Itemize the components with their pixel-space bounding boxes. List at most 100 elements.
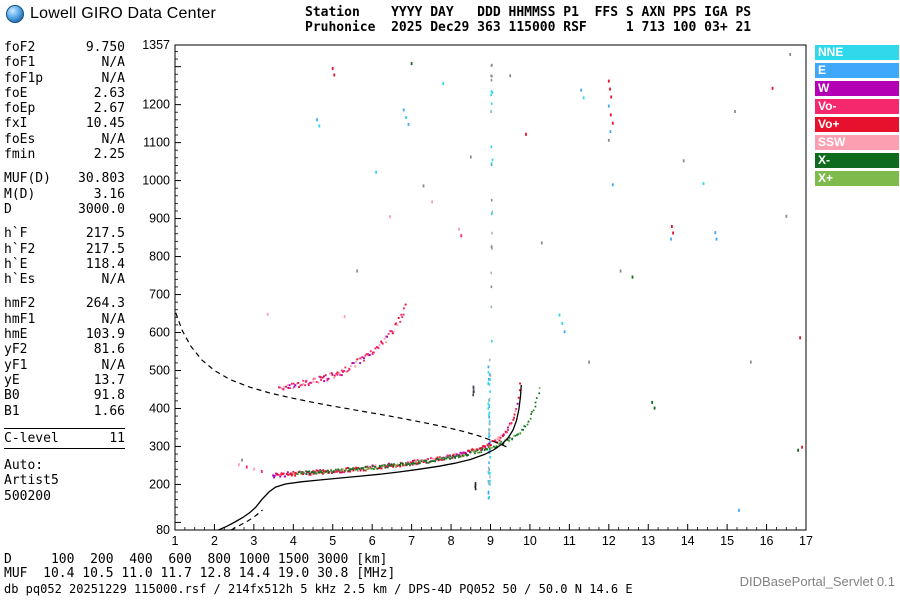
param-value: 91.8 [93,388,125,404]
svg-text:5: 5 [329,534,336,548]
param-value: 30.803 [78,171,125,187]
param-value: 10.45 [85,116,125,132]
param-label: h`Es [4,272,36,288]
param-row-fof2: foF2 9.750 [4,40,125,55]
svg-text:1100: 1100 [143,136,170,150]
muf-table: D 100 200 400 600 800 1000 1500 3000 [km… [4,553,395,581]
svg-text:300: 300 [149,439,170,453]
svg-text:700: 700 [149,288,170,302]
param-row-hme: hmE 103.9 [4,327,125,342]
svg-text:1000: 1000 [142,174,170,188]
param-row-hf2: h`F2 217.5 [4,242,125,257]
param-group: foF2 9.750 foF1 N/A foF1p N/A foE 2.63 foEp 2.67 f… [4,40,125,162]
svg-text:1: 1 [172,534,179,548]
svg-text:600: 600 [149,326,170,340]
svg-text:7: 7 [408,534,415,548]
param-row-ye: yE 13.7 [4,373,125,388]
param-row-d: D 3000.0 [4,202,125,217]
param-label: fmin [4,147,36,163]
param-value: 2.25 [93,147,125,163]
param-label: M(D) [4,186,36,202]
svg-text:200: 200 [149,477,170,491]
param-label: h`F2 [4,241,36,257]
param-label: yE [4,372,20,388]
param-value: 11 [109,430,125,446]
param-row-fxi: fxI 10.45 [4,116,125,131]
param-value: N/A [101,357,125,373]
param-label: fxI [4,116,28,132]
svg-text:9: 9 [487,534,494,548]
station-header-row2: Pruhonice 2025 Dec29 363 115000 RSF 1 71… [305,20,752,35]
param-row-fmin: fmin 2.25 [4,147,125,162]
param-row-clevel: C-level 11 [4,431,125,446]
svg-text:2: 2 [211,534,218,548]
autoscaling-line: Artist5 [4,473,59,489]
param-value: N/A [101,131,125,147]
svg-text:12: 12 [602,534,616,548]
param-value: 3000.0 [78,201,125,217]
param-row-b1: B1 1.66 [4,404,125,419]
param-row-foes: foEs N/A [4,132,125,147]
autoscaling-line: Auto: [4,458,44,474]
param-row-mufd: MUF(D) 30.803 [4,171,125,186]
legend-item-e: E [815,63,899,78]
autoscaling-info: Auto: Artist5 500200 [4,458,125,504]
param-row-foe: foE 2.63 [4,86,125,101]
station-header: Station YYYY DAY DDD HHMMSS P1 FFS S AXN… [305,5,751,35]
param-row-fof1: foF1 N/A [4,55,125,70]
echo-direction-legend: NNE E W Vo- Vo+ SSW X- X+ [815,45,899,189]
svg-text:8: 8 [448,534,455,548]
param-group: MUF(D) 30.803 M(D) 3.16 D 3000.0 [4,171,125,217]
ionogram-plot: 1 2 3 4 5 6 7 8 9 10 11 12 13 14 15 16 17135712001100100… [142,38,813,548]
autoscaling-line: 500200 [4,488,51,504]
param-value: N/A [101,272,125,288]
param-label: foF1p [4,70,44,86]
muf-distance-row: D 100 200 400 600 800 1000 1500 3000 [km… [4,552,388,567]
param-row-yf1: yF1 N/A [4,358,125,373]
param-group: h`F 217.5 h`F2 217.5 h`E 118.4 h`Es N/A [4,226,125,287]
svg-text:800: 800 [149,250,170,264]
legend-item-w: W [815,81,899,96]
svg-text:900: 900 [149,212,170,226]
brand: Lowell GIRO Data Center [6,5,216,23]
legend-item-x: X- [815,153,899,168]
svg-text:1200: 1200 [142,98,170,112]
legend-item-vo: Vo+ [815,117,899,132]
muf-values-row: MUF 10.4 10.5 11.0 11.7 12.8 14.4 19.0 3… [4,566,396,581]
svg-text:6: 6 [369,534,376,548]
plot-axes: 1 2 3 4 5 6 7 8 9 10 11 12 13 14 15 16 17135712001100100… [142,38,813,548]
param-row-hmf1: hmF1 N/A [4,312,125,327]
param-value: 103.9 [85,327,125,343]
param-label: hmF1 [4,311,36,327]
param-value: 118.4 [85,256,125,272]
param-label: yF2 [4,342,28,358]
svg-text:10: 10 [523,534,537,548]
legend-item-vo: Vo- [815,99,899,114]
param-group: C-level 11 [4,427,125,450]
lowell-giro-logo-icon [6,5,24,23]
param-row-he: h`E 118.4 [4,257,125,272]
param-label: hmE [4,327,28,343]
legend-item-nne: NNE [815,45,899,60]
param-value: 217.5 [85,226,125,242]
param-value: 2.67 [93,101,125,117]
param-value: 81.6 [93,342,125,358]
param-value: N/A [101,55,125,71]
param-label: hmF2 [4,296,36,312]
param-value: 9.750 [85,40,125,55]
echo-dots [238,53,803,512]
param-value: 3.16 [93,186,125,202]
legend-item-ssw: SSW [815,135,899,150]
param-label: h`E [4,256,28,272]
servlet-version: DIDBasePortal_Servlet 0.1 [739,574,895,589]
param-label: h`F [4,226,28,242]
brand-title: Lowell GIRO Data Center [30,5,217,22]
param-label: B0 [4,388,20,404]
svg-text:11: 11 [563,534,576,548]
param-row-foep: foEp 2.67 [4,101,125,116]
param-label: C-level [4,430,59,446]
param-label: MUF(D) [4,171,51,187]
svg-text:500: 500 [149,363,170,377]
svg-text:400: 400 [149,401,170,415]
svg-text:17: 17 [799,534,813,548]
